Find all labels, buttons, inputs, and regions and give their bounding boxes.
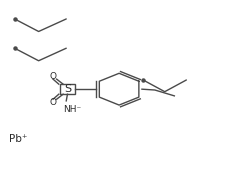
Text: NH⁻: NH⁻	[63, 105, 81, 114]
Text: O: O	[50, 72, 57, 81]
Text: S: S	[64, 84, 71, 94]
Text: O: O	[50, 98, 57, 107]
Text: Pb⁺: Pb⁺	[9, 134, 27, 144]
Bar	[60, 84, 75, 94]
